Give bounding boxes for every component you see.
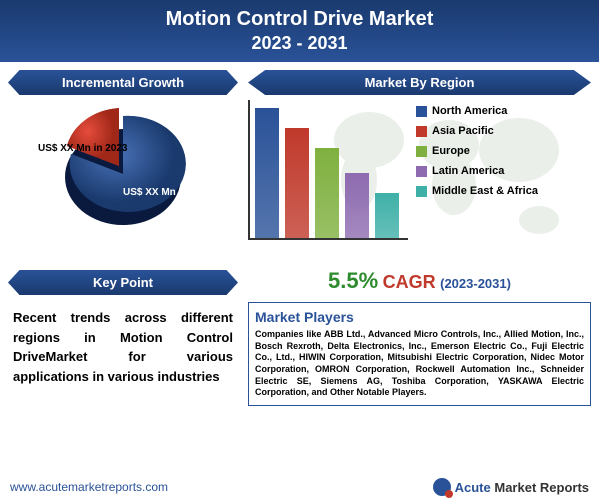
legend-color xyxy=(416,186,427,197)
legend-item: North America xyxy=(416,105,538,117)
legend-item: Europe xyxy=(416,145,538,157)
legend-item: Asia Pacific xyxy=(416,125,538,137)
legend-color xyxy=(416,166,427,177)
left-column: Incremental Growth US$ XX Mn in 2023 US$… xyxy=(8,70,238,406)
legend-label: Europe xyxy=(432,145,470,157)
legend-item: Middle East & Africa xyxy=(416,185,538,197)
bar-chart-area: North America Asia Pacific Europe Latin Ame… xyxy=(248,100,591,260)
legend-item: Latin America xyxy=(416,165,538,177)
legend-color xyxy=(416,126,427,137)
cagr-years: (2023-2031) xyxy=(440,276,511,291)
header: Motion Control Drive Market 2023 - 2031 xyxy=(0,0,599,62)
footer-url: www.acutemarketreports.com xyxy=(10,480,168,494)
title: Motion Control Drive Market xyxy=(0,8,599,31)
players-title: Market Players xyxy=(255,309,584,325)
cagr-pct: 5.5% xyxy=(328,268,378,293)
pie-chart: US$ XX Mn in 2023 US$ XX Mn in 2031 xyxy=(33,105,213,255)
year-range: 2023 - 2031 xyxy=(0,33,599,54)
region-ribbon: Market By Region xyxy=(248,70,591,95)
legend: North America Asia Pacific Europe Latin Ame… xyxy=(416,100,538,260)
legend-color xyxy=(416,106,427,117)
bar xyxy=(345,173,369,238)
bar xyxy=(255,108,279,238)
players-text: Companies like ABB Ltd., Advanced Micro … xyxy=(255,329,584,399)
incremental-growth-ribbon: Incremental Growth xyxy=(8,70,238,95)
legend-label: Middle East & Africa xyxy=(432,185,538,197)
legend-label: Latin America xyxy=(432,165,504,177)
logo-icon xyxy=(433,478,451,496)
logo: Acute Market Reports xyxy=(433,478,589,496)
keypoint-text: Recent trends across different regions i… xyxy=(8,303,238,391)
cagr-label: CAGR xyxy=(383,272,436,292)
keypoint-ribbon: Key Point xyxy=(8,270,238,295)
bar-chart xyxy=(248,100,408,240)
legend-label: North America xyxy=(432,105,507,117)
cagr-line: 5.5% CAGR (2023-2031) xyxy=(248,268,591,294)
legend-color xyxy=(416,146,427,157)
right-column: Market By Region North America Asia Pacif… xyxy=(248,70,591,406)
bar xyxy=(375,193,399,238)
bar xyxy=(315,148,339,238)
players-box: Market Players Companies like ABB Ltd., … xyxy=(248,302,591,406)
bar xyxy=(285,128,309,238)
pie-label-2031: US$ XX Mn in 2031 xyxy=(123,187,212,199)
legend-label: Asia Pacific xyxy=(432,125,494,137)
footer: www.acutemarketreports.com Acute Market … xyxy=(0,478,599,496)
pie-label-2023: US$ XX Mn in 2023 xyxy=(38,143,127,155)
